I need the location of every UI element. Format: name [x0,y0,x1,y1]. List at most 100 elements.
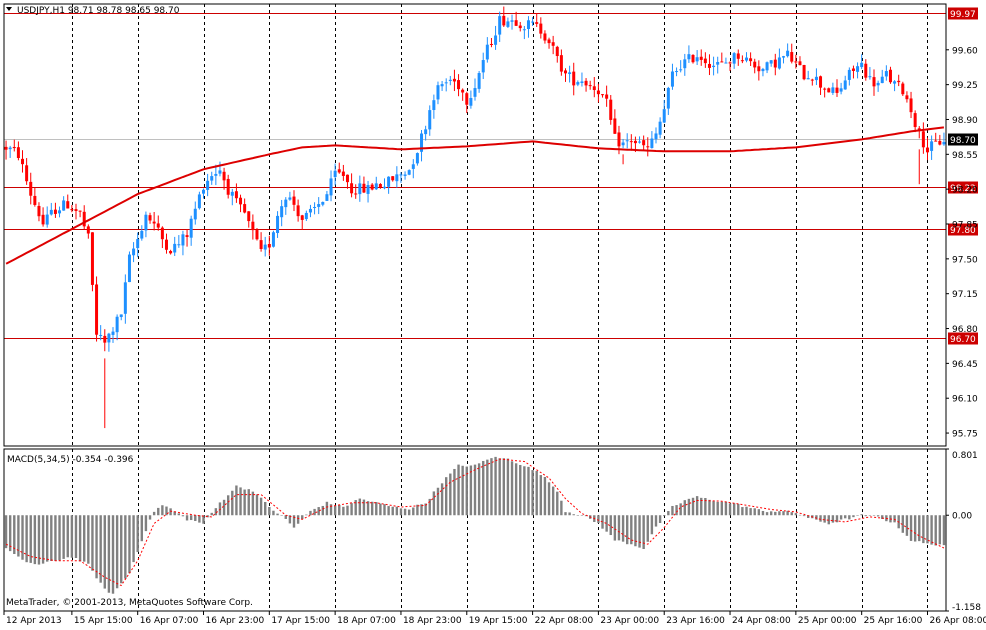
macd-bar [938,515,942,545]
candle-bull [658,121,662,135]
candle-bull [366,185,370,194]
macd-bar [477,463,481,516]
macd-bar [445,477,448,516]
candle-bull [814,76,818,81]
macd-bar [626,515,629,545]
macd-bar [412,507,415,516]
candle-bear [563,70,567,74]
candle-bull [716,61,720,65]
macd-bar [848,515,851,520]
macd-bar [132,515,135,563]
candle-bull [210,176,214,181]
candle-bull [744,57,748,61]
candle-bear [267,244,271,248]
macd-signal-line [5,458,945,587]
candle-bull [880,76,884,84]
candle-bear [90,232,94,285]
macd-bar [329,504,333,516]
candle-bear [613,118,617,134]
candle-bear [255,230,259,240]
candle-bull [115,316,119,333]
macd-bar [301,515,304,520]
macd-bar [712,501,715,516]
current-price-tag [948,133,978,146]
candle-bull [119,314,123,318]
time-tick-label: 26 Apr 08:00 [929,616,986,626]
macd-bar [391,506,394,516]
price-tick-label: 97.85 [952,221,978,231]
candle-bull [856,66,860,72]
macd-bar [510,461,514,516]
candle-bear [757,66,761,72]
macd-bar [609,515,612,536]
macd-bar [4,515,8,549]
macd-bar [663,515,666,517]
macd-bar [860,514,863,516]
candle-bear [720,61,724,63]
symbol-dropdown-icon[interactable] [6,7,12,11]
candle-bull [843,80,847,90]
candle-bear [296,205,300,217]
candle-bear [33,195,37,205]
macd-bar [366,501,370,516]
candle-bear [740,60,744,62]
candle-bear [592,86,596,91]
macd-bar [338,504,341,516]
macd-bar [407,509,411,516]
macd-bar [243,489,246,516]
candle-bull [144,214,148,231]
candle-bull [313,206,317,208]
candle-bear [888,69,892,83]
macd-bar [296,515,300,524]
macd-bar [247,489,250,516]
candle-bull [399,174,403,176]
candle-bear [555,46,559,57]
macd-header: MACD(5,34,5) -0.354 -0.396 [7,455,134,465]
macd-bar [893,515,896,523]
time-tick-label: 16 Apr 07:00 [140,616,199,626]
candle-bull [621,142,625,146]
macd-bar [482,460,485,516]
macd-bar [630,515,633,545]
macd-bar [379,503,382,516]
candle-bear [4,146,8,150]
candle-bull [679,69,683,71]
macd-bar [218,502,222,516]
candle-bear [37,205,41,217]
macd-bar [687,498,691,516]
candle-bull [329,178,333,196]
macd-bar [514,463,518,516]
horizontal-levels[interactable] [4,13,946,339]
macd-bar [465,466,468,516]
macd-bar [420,504,423,516]
macd-bar [494,456,497,516]
candle-bull [576,82,580,85]
candle-bear [913,113,917,128]
price-level-label: 98.22 [950,184,976,194]
macd-signal [5,458,945,587]
candle-bull [49,209,53,215]
candle-bear [819,76,823,88]
macd-bar [539,475,543,516]
candle-bull [325,194,329,201]
macd-bar [769,511,773,516]
macd-bar [70,515,74,558]
macd-bar [502,458,505,516]
macd-axis: 0.801 0.00 -1.158 [946,448,981,613]
macd-bar [922,515,925,544]
candle-bear [29,181,33,196]
candle-bull [230,191,234,196]
price-level-tag [948,7,978,20]
macd-bar [617,515,621,541]
candle-bear [605,94,609,99]
candle-bull [333,170,337,178]
macd-bar [276,513,279,516]
candle-bull [288,197,292,200]
candle-bull [666,87,670,109]
candle-bull [8,147,12,150]
macd-bar [876,515,880,517]
candle-bull [440,84,444,87]
candle-bull [526,20,530,29]
macd-bar [473,464,477,516]
candle-bear [901,83,905,95]
